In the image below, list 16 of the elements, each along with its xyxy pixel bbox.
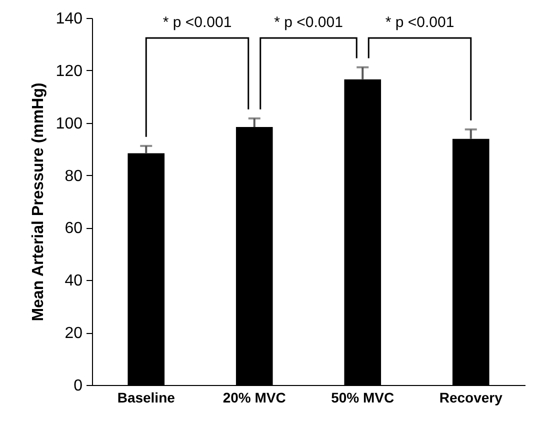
y-tick-label: 80 [64,168,83,185]
annotation: * p <0.001 [385,14,454,31]
y-tick-label: 40 [64,272,83,290]
y-tick-label: 100 [56,115,83,132]
y-tick-label: 0 [74,378,83,394]
y-tick-label: 120 [56,62,83,80]
y-axis-title: Mean Arterial Pressure (mmHg) [30,82,47,322]
y-tick-label: 60 [64,220,83,238]
annotation: * p <0.001 [274,14,343,31]
annotation: * p <0.001 [162,14,232,31]
y-tick-label: 140 [56,10,83,28]
x-tick-label: 20% MVC [222,390,286,406]
x-tick-label: Recovery [439,390,503,406]
x-tick-label: Baseline [117,390,176,406]
x-tick-label: 50% MVC [331,390,394,406]
y-tick-label: 20 [64,325,83,342]
